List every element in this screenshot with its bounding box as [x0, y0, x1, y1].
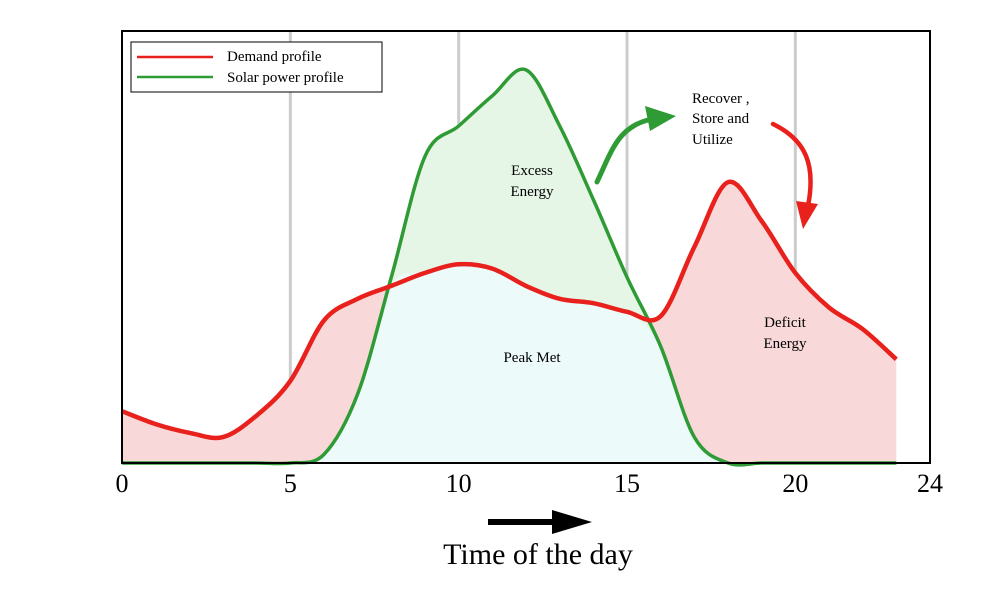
x-tick-label: 5: [284, 469, 297, 498]
x-tick-label: 24: [917, 469, 943, 498]
recover-arrow-icon: [594, 106, 676, 185]
deficit-energy-text: Deficit: [764, 315, 806, 331]
demand-line: [121, 179, 898, 441]
peak-met-region: [122, 264, 897, 465]
deficit-arrow-icon: [770, 121, 818, 229]
annotation-line-3: Utilize: [692, 132, 733, 148]
x-tick-labels: 0 5 10 15 20 24: [116, 469, 944, 498]
legend-box: [130, 41, 383, 93]
plot-frame: [121, 30, 931, 464]
time-arrow-icon: [488, 510, 592, 534]
x-axis-label: Time of the day: [443, 538, 633, 571]
excess-energy-text: Excess: [511, 163, 553, 179]
excess-energy-label: Excess Energy: [510, 163, 554, 200]
legend-label-demand: Demand profile: [227, 49, 322, 65]
deficit-energy-label: Deficit Energy: [763, 315, 807, 352]
x-tick-label: 10: [446, 469, 472, 498]
deficit-energy-text-2: Energy: [763, 336, 807, 352]
x-tick-label: 20: [782, 469, 808, 498]
x-tick-label: 0: [116, 469, 129, 498]
legend: Demand profile Solar power profile: [130, 41, 383, 93]
annotation-line-2: Store and: [692, 111, 750, 127]
x-tick-label: 15: [614, 469, 640, 498]
peak-met-label: Peak Met: [503, 350, 561, 366]
excess-energy-region: [122, 69, 897, 465]
excess-energy-text-2: Energy: [510, 184, 554, 200]
annotation-line-1: Recover ,: [692, 91, 749, 107]
legend-label-solar: Solar power profile: [227, 70, 344, 86]
